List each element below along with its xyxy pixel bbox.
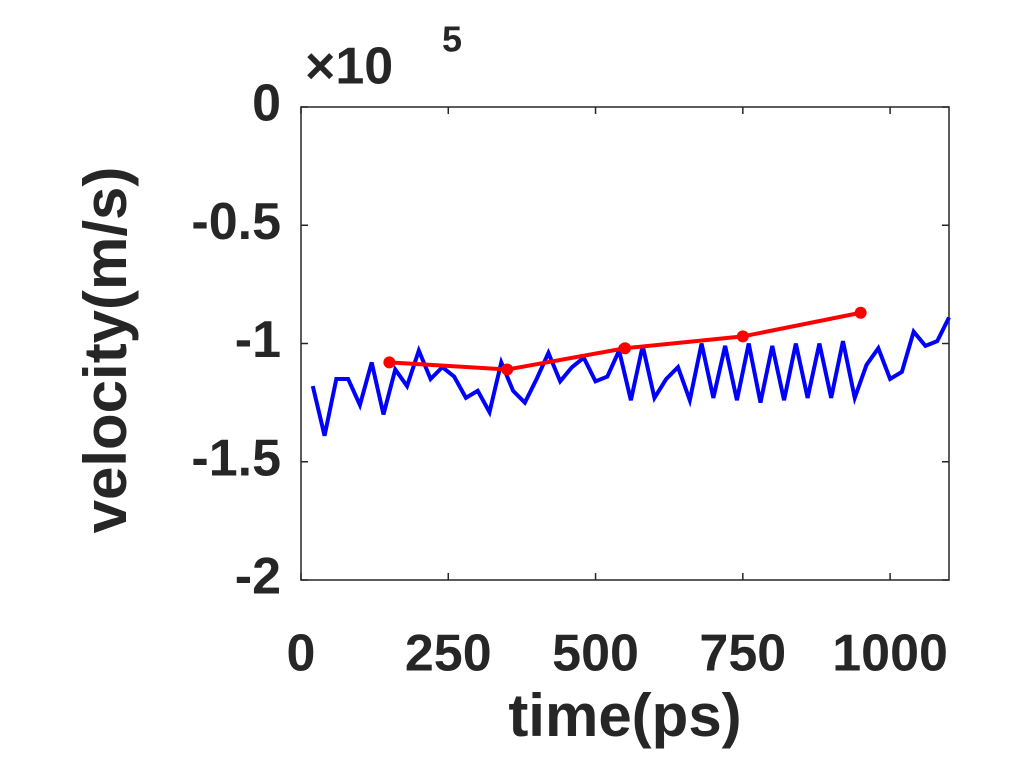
x-axis-label: time(ps) bbox=[508, 682, 741, 749]
point bbox=[501, 363, 514, 376]
y-tick-label: -1.5 bbox=[191, 429, 281, 487]
point bbox=[383, 356, 396, 369]
x-tick-label: 0 bbox=[287, 625, 316, 683]
y-tick-label: 0 bbox=[252, 75, 281, 133]
x-tick-label: 750 bbox=[699, 625, 786, 683]
y-tick-label: -1 bbox=[235, 311, 281, 369]
point bbox=[619, 342, 631, 355]
y-axis-label: velocity(m/s) bbox=[72, 167, 139, 534]
point bbox=[854, 306, 867, 319]
series-line bbox=[389, 310, 862, 372]
y-multiplier: ×10 bbox=[305, 38, 393, 96]
x-tick-label: 500 bbox=[552, 625, 639, 683]
y-multiplier-exponent: 5 bbox=[442, 19, 462, 60]
x-tick-label: 1000 bbox=[832, 625, 948, 683]
point bbox=[736, 330, 749, 343]
series-line bbox=[310, 316, 951, 437]
y-tick-label: -2 bbox=[235, 548, 281, 606]
y-tick-label: -0.5 bbox=[191, 193, 281, 251]
x-tick-label: 250 bbox=[405, 625, 492, 683]
